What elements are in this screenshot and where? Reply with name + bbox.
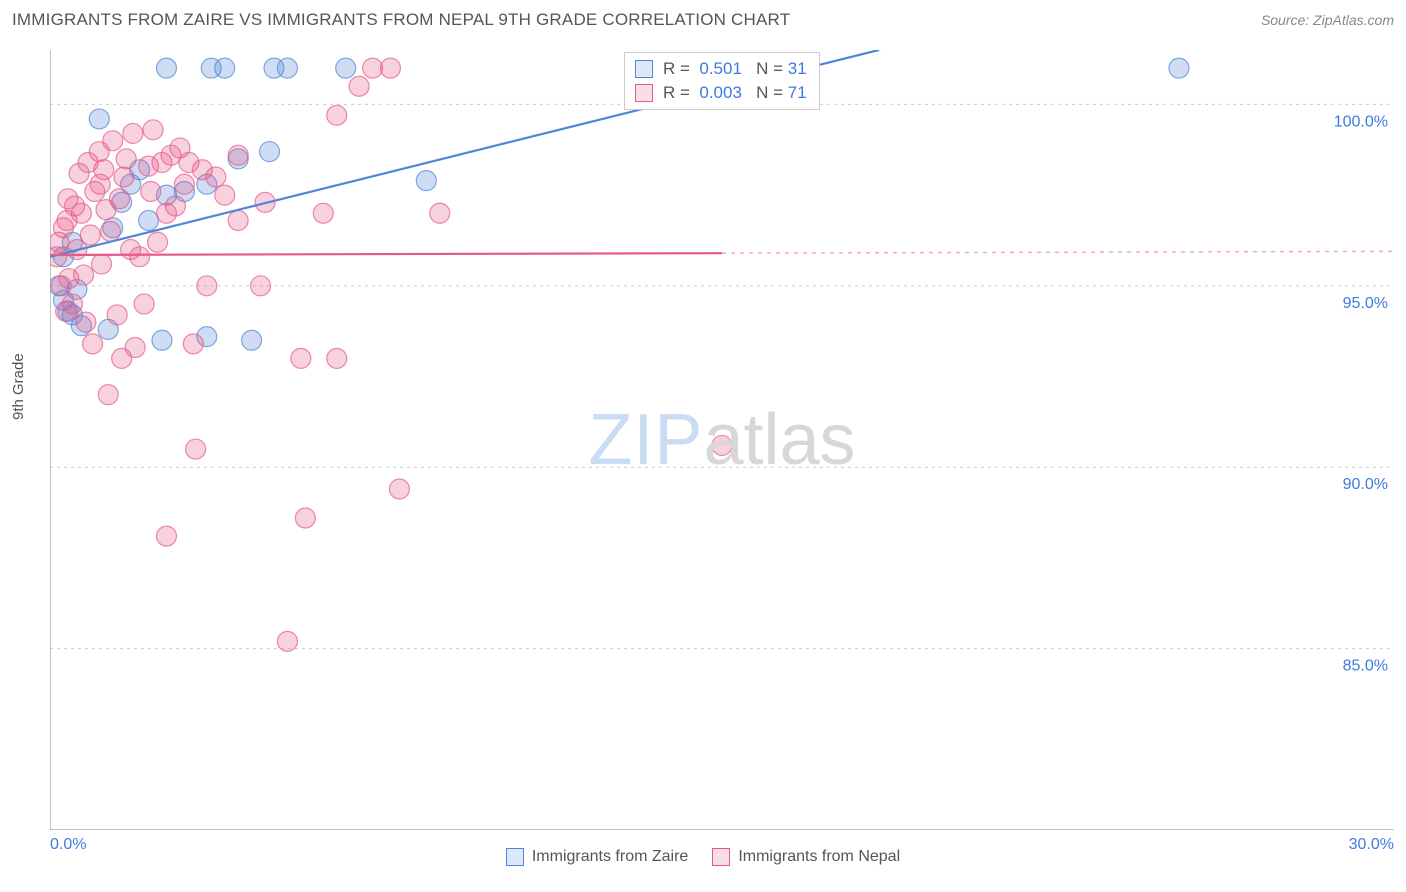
bottom-legend: Immigrants from Zaire Immigrants from Nep… xyxy=(0,848,1406,871)
legend-swatch xyxy=(635,84,653,102)
svg-text:100.0%: 100.0% xyxy=(1334,113,1388,130)
bottom-legend-item: Immigrants from Nepal xyxy=(712,848,900,866)
legend-swatch xyxy=(712,848,730,866)
source-label: Source: ZipAtlas.com xyxy=(1261,12,1394,28)
plot-area: 85.0%90.0%95.0%100.0% ZIPatlas R = 0.501… xyxy=(50,50,1394,830)
stats-legend: R = 0.501 N = 31 R = 0.003 N = 71 xyxy=(624,52,820,110)
y-axis-title: 9th Grade xyxy=(10,353,27,420)
legend-text: R = 0.003 N = 71 xyxy=(663,83,807,103)
svg-text:85.0%: 85.0% xyxy=(1343,658,1388,675)
bottom-legend-item: Immigrants from Zaire xyxy=(506,848,688,866)
legend-label: Immigrants from Zaire xyxy=(532,848,688,866)
title-bar: IMMIGRANTS FROM ZAIRE VS IMMIGRANTS FROM… xyxy=(12,10,1394,40)
stats-legend-row: R = 0.501 N = 31 xyxy=(635,57,807,81)
legend-label: Immigrants from Nepal xyxy=(738,848,900,866)
svg-text:90.0%: 90.0% xyxy=(1343,476,1388,493)
chart-title: IMMIGRANTS FROM ZAIRE VS IMMIGRANTS FROM… xyxy=(12,10,790,29)
svg-text:95.0%: 95.0% xyxy=(1343,295,1388,312)
legend-swatch xyxy=(635,60,653,78)
legend-swatch xyxy=(506,848,524,866)
stats-legend-row: R = 0.003 N = 71 xyxy=(635,81,807,105)
scatter-chart-svg: 85.0% 90.0% 95.0% 100.0% xyxy=(50,50,1394,830)
legend-text: R = 0.501 N = 31 xyxy=(663,59,807,79)
